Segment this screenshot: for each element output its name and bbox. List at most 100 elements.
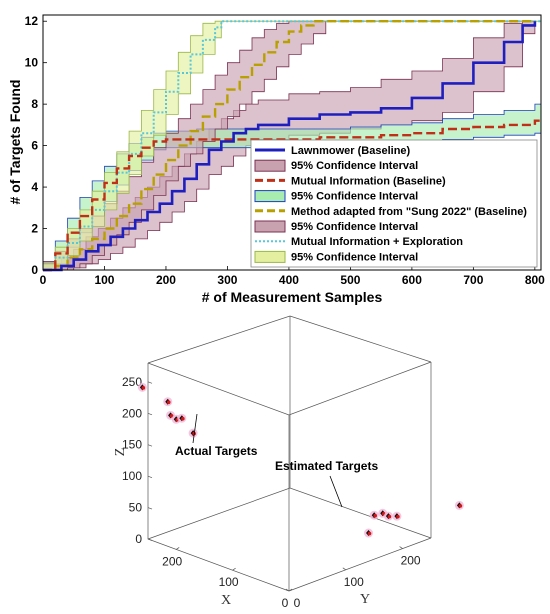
series-lines [43,20,543,272]
y-tick-label-3d: 0 [294,596,301,610]
y-tick-mark-3d [342,567,346,571]
legend: Lawnmower (Baseline) 95% Confidence Inter… [250,139,538,268]
target-marker [137,382,147,392]
legend-box [250,139,538,268]
estimated-target-point [166,400,171,405]
y-tick-mark-3d [285,588,290,592]
z-tick-label: 100 [122,469,142,483]
z-tick-label: 200 [122,406,142,420]
legend-swatch [254,190,286,203]
target-marker [383,511,393,521]
y-axis-ticks-3d: 0 100 200 [285,546,421,610]
y-tick-label: 0 [31,263,38,277]
y-tick-label: 10 [25,56,39,70]
cube-bottom-right-edge [288,537,432,592]
z-tick-label: 250 [122,375,142,389]
estimated-target-point [181,416,185,421]
target-points [137,382,464,538]
y-tick-label: 4 [31,180,38,194]
target-marker [369,510,379,520]
cube-top-front-edges [147,361,432,416]
x-axis-ticks-3d: 200 100 0 [162,547,293,610]
z-tick-mark [147,507,153,510]
y-tick-label: 8 [31,97,38,111]
x-tick-label-3d: 0 [282,596,289,610]
estimated-target-point [387,514,392,519]
actual-targets-pointer [192,413,198,444]
z-tick-label: 50 [129,501,143,515]
legend-label: Method adapted from "Sung 2022" (Baselin… [291,206,527,218]
x-tick-mark-3d [288,588,293,592]
x-tick-label: 400 [279,273,299,287]
cube-back-bottom-edges [147,487,432,540]
target-marker [188,428,198,438]
z-tick-mark [147,538,153,541]
legend-swatch [254,250,286,263]
y-axis-label-3d: Y [360,592,370,607]
z-tick-mark [147,444,153,447]
z-tick-label: 150 [122,438,142,452]
target-marker [364,528,374,538]
confidence-bands [42,20,542,271]
y-tick-label: 12 [25,14,39,28]
target-marker [392,511,402,521]
x-axis-label: # of Measurement Samples [202,289,383,305]
cube-wireframe [147,315,432,592]
x-tick-label: 700 [463,273,483,287]
legend-swatch [254,159,286,172]
y-tick-label-3d: 100 [344,575,364,589]
cube-top-back-edges [147,315,432,364]
y-axis-ticks: 0 2 4 6 8 10 12 [25,14,47,277]
estimated-targets-annotation: Estimated Targets [275,459,378,473]
series-line-lawnmower-baseline [43,21,537,272]
legend-label: 95% Confidence Interval [291,251,418,263]
series-line-mutual-information-exploration [43,20,541,271]
targets-found-chart: 0 100 200 300 400 500 600 700 800 0 2 4 6 8 10 12 # of… [7,14,545,305]
x-axis-label-3d: X [221,593,231,608]
y-tick-label: 2 [31,222,38,236]
z-tick-mark [147,412,153,416]
z-tick-mark [147,381,153,384]
estimated-target-point [458,504,463,508]
x-tick-label: 100 [94,273,114,287]
y-tick-label-3d: 200 [401,554,421,568]
x-tick-label: 200 [156,273,176,287]
legend-label: Lawnmower (Baseline) [291,145,411,157]
estimated-target-point [169,414,174,418]
x-tick-label-3d: 100 [219,575,239,589]
legend-label: Mutual Information + Exploration [291,236,463,248]
z-axis-label: Z [113,448,128,457]
x-tick-label: 800 [525,273,545,287]
estimated-targets-pointer [329,475,343,508]
legend-swatch [254,220,286,233]
legend-label: Mutual Information (Baseline) [291,175,446,187]
estimated-target-point [396,514,400,519]
x-tick-mark-3d [232,567,236,571]
estimated-target-point [373,513,378,518]
x-tick-label-3d: 200 [162,554,182,568]
z-tick-mark [147,475,153,478]
legend-label: 95% Confidence Interval [291,160,418,172]
legend-items: Lawnmower (Baseline) 95% Confidence Inter… [254,145,527,263]
y-tick-label: 6 [31,139,38,153]
x-tick-label: 600 [402,273,422,287]
actual-targets-annotation: Actual Targets [175,444,258,458]
y-axis-label: # of Targets Found [7,80,23,205]
x-axis-ticks: 0 100 200 300 400 500 600 700 800 [40,266,545,287]
legend-label: 95% Confidence Interval [291,221,418,233]
x-tick-label: 300 [217,273,237,287]
z-axis-ticks: 0 50 100 150 200 250 [122,375,153,546]
ci-band-mutual-information-exploration [42,20,541,271]
plot-frame [42,14,542,271]
target-marker [163,397,173,407]
legend-label: 95% Confidence Interval [291,191,418,203]
target-marker [454,500,464,510]
target-marker [177,413,187,423]
z-tick-label: 0 [135,532,142,546]
series-line-mutual-information-baseline [43,118,543,272]
estimated-target-point [141,386,146,390]
x-tick-mark-3d [176,547,180,550]
x-tick-label: 0 [40,273,47,287]
estimated-target-point [367,531,372,536]
